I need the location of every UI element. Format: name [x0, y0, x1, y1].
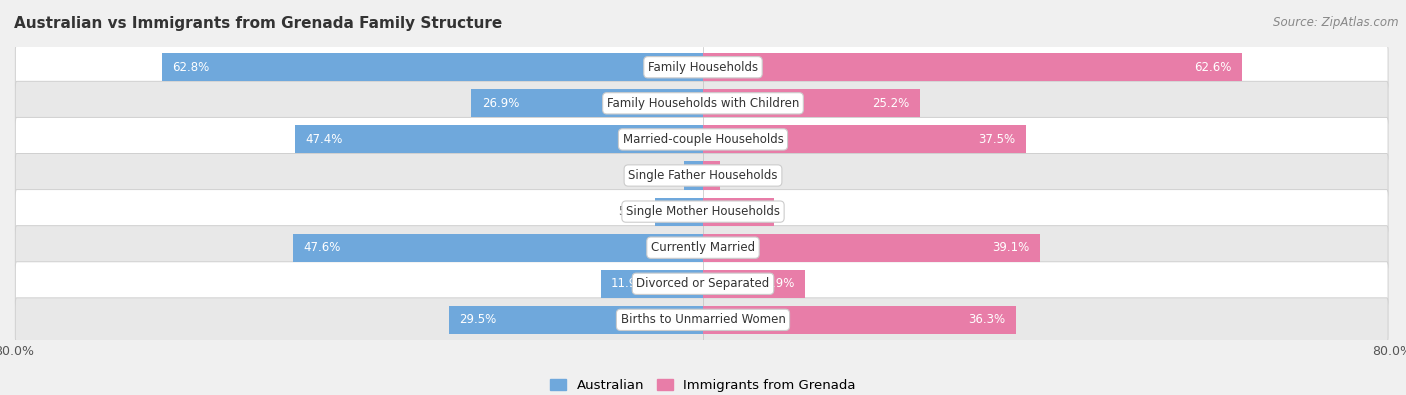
Text: 47.6%: 47.6% [304, 241, 340, 254]
Bar [703, 125, 1026, 154]
Bar [703, 162, 720, 190]
Text: 62.8%: 62.8% [173, 61, 209, 74]
Text: Births to Unmarried Women: Births to Unmarried Women [620, 313, 786, 326]
Text: 29.5%: 29.5% [460, 313, 496, 326]
Text: Single Mother Households: Single Mother Households [626, 205, 780, 218]
Bar [449, 306, 703, 334]
Text: Divorced or Separated: Divorced or Separated [637, 277, 769, 290]
FancyBboxPatch shape [15, 298, 1388, 342]
Bar [471, 89, 703, 117]
Text: 2.2%: 2.2% [647, 169, 678, 182]
Text: Married-couple Households: Married-couple Households [623, 133, 783, 146]
Bar [703, 306, 1015, 334]
Text: 37.5%: 37.5% [979, 133, 1015, 146]
Text: Australian vs Immigrants from Grenada Family Structure: Australian vs Immigrants from Grenada Fa… [14, 16, 502, 31]
Text: Source: ZipAtlas.com: Source: ZipAtlas.com [1274, 16, 1399, 29]
Text: 39.1%: 39.1% [993, 241, 1029, 254]
FancyBboxPatch shape [15, 190, 1388, 233]
FancyBboxPatch shape [15, 81, 1388, 125]
FancyBboxPatch shape [15, 45, 1388, 89]
Bar [295, 125, 703, 154]
Text: 25.2%: 25.2% [873, 97, 910, 110]
Text: 11.9%: 11.9% [758, 277, 796, 290]
FancyBboxPatch shape [15, 226, 1388, 270]
Text: 62.6%: 62.6% [1194, 61, 1232, 74]
Text: 36.3%: 36.3% [969, 313, 1005, 326]
FancyBboxPatch shape [15, 262, 1388, 306]
Bar [655, 198, 703, 226]
Text: Family Households with Children: Family Households with Children [607, 97, 799, 110]
Bar [600, 270, 703, 298]
Text: Family Households: Family Households [648, 61, 758, 74]
Bar [703, 53, 1241, 81]
Bar [162, 53, 703, 81]
Text: 5.6%: 5.6% [619, 205, 648, 218]
Bar [703, 233, 1039, 262]
FancyBboxPatch shape [15, 117, 1388, 162]
Bar [703, 270, 806, 298]
Text: 11.9%: 11.9% [610, 277, 648, 290]
Text: 2.0%: 2.0% [727, 169, 756, 182]
Bar [685, 162, 703, 190]
Bar [703, 198, 773, 226]
Bar [292, 233, 703, 262]
Text: 47.4%: 47.4% [305, 133, 343, 146]
Legend: Australian, Immigrants from Grenada: Australian, Immigrants from Grenada [544, 374, 862, 395]
Text: 26.9%: 26.9% [482, 97, 519, 110]
Bar [703, 89, 920, 117]
Text: Single Father Households: Single Father Households [628, 169, 778, 182]
Text: Currently Married: Currently Married [651, 241, 755, 254]
FancyBboxPatch shape [15, 154, 1388, 198]
Text: 8.2%: 8.2% [734, 205, 763, 218]
